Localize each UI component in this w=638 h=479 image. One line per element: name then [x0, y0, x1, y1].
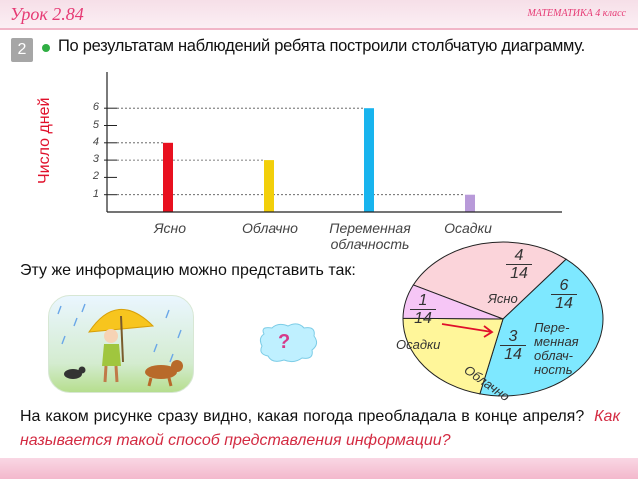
question-bubble-icon [259, 323, 318, 363]
pie-label-precipitation: Осадки [396, 337, 441, 352]
pie-label-partly: Пере-менная облач-ность [534, 320, 579, 377]
y-tick-label: 4 [92, 135, 99, 148]
weather-picture [48, 295, 194, 393]
pie-label-clear: Ясно [488, 291, 518, 306]
bar [364, 108, 374, 212]
task-text: По результатам наблюдений ребята построи… [58, 37, 585, 55]
y-tick-label: 3 [92, 153, 99, 166]
bottom-banner [0, 458, 638, 479]
category-label-clear: Ясно [153, 220, 187, 236]
lesson-title: Урок 2.84 [10, 4, 84, 24]
category-label-cloudy: Облачно [242, 220, 298, 236]
pie-slice [412, 241, 567, 320]
y-tick-label: 6 [92, 101, 99, 114]
bar [465, 194, 475, 212]
pointer-arrow [441, 323, 494, 338]
fraction-cloudy: 3 14 [500, 328, 526, 363]
pie-slice [479, 258, 604, 397]
y-tick-label: 1 [92, 187, 99, 200]
top-banner [0, 0, 638, 30]
y-tick-label: 2 [92, 170, 99, 183]
fraction-precipitation: 1 14 [410, 292, 436, 327]
question-mark: ? [278, 331, 291, 353]
question-text: На каком рисунке сразу видно, какая пого… [20, 408, 621, 449]
pie-chart [402, 241, 604, 397]
bar [163, 142, 173, 212]
subject-label: МАТЕМАТИКА 4 класс [527, 8, 626, 19]
fraction-clear: 4 14 [506, 247, 532, 282]
category-label-partly-a: Переменная [329, 220, 411, 236]
pie-slice [402, 317, 504, 395]
fraction-partly: 6 14 [551, 277, 577, 312]
pie-slice [402, 284, 504, 320]
bar-chart [104, 72, 562, 213]
alternative-text: Эту же информацию можно представить так: [20, 262, 356, 279]
category-label-precipitation: Осадки [444, 220, 492, 236]
y-tick-label: 5 [92, 118, 99, 131]
task-number: 2 [11, 38, 33, 62]
bar [264, 160, 274, 212]
bullet-icon [42, 44, 50, 52]
category-label-partly-b: облачность [330, 236, 410, 252]
